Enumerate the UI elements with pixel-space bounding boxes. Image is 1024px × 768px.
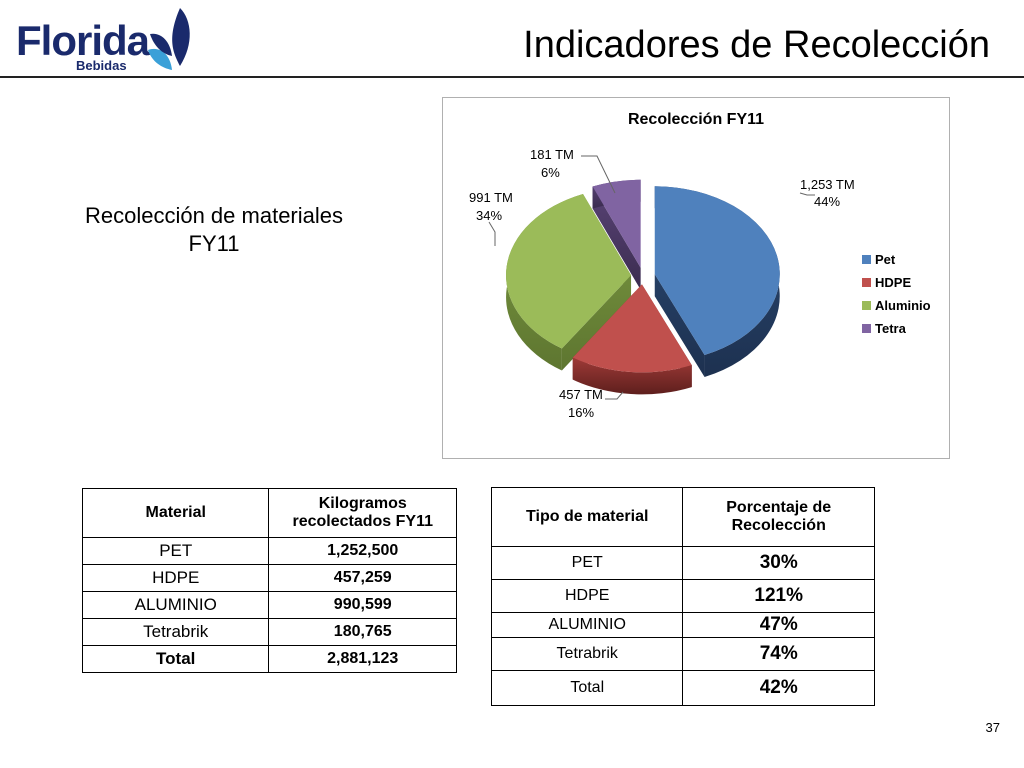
slice-value-label: 457 TM	[559, 387, 603, 402]
pie-slice-top	[572, 284, 692, 373]
material-type-cell: ALUMINIO	[490, 612, 684, 638]
title-divider	[0, 76, 1024, 78]
percentage-table: Tipo de material Porcentaje de Recolecci…	[490, 487, 875, 706]
legend-label: Pet	[875, 252, 896, 267]
chart-legend: Pet HDPE Aluminio Tetra	[862, 252, 931, 336]
slide-title: Indicadores de Recolección	[523, 24, 990, 66]
slice-label-pet: 1,253 TM 44%	[799, 177, 855, 209]
slice-value-label: 991 TM	[469, 190, 513, 205]
pie-chart-frame: Recolección FY11 1,253 TM 44% 457 TM 16%…	[442, 97, 950, 459]
table-header-row: Tipo de material Porcentaje de Recolecci…	[490, 487, 875, 547]
slice-percent-label: 44%	[814, 194, 840, 209]
pie-chart: Recolección FY11 1,253 TM 44% 457 TM 16%…	[469, 111, 931, 420]
legend-item-hdpe: HDPE	[862, 275, 911, 290]
table-row: Tetrabrik 180,765	[81, 618, 457, 646]
legend-item-tetra: Tetra	[862, 321, 907, 336]
material-cell: PET	[81, 537, 270, 565]
table-row: ALUMINIO 47%	[490, 612, 875, 638]
percentage-cell: 47%	[682, 612, 875, 638]
table-row: PET 1,252,500	[81, 537, 457, 565]
kilograms-cell: 2,881,123	[268, 645, 457, 673]
table-row: HDPE 457,259	[81, 564, 457, 592]
table-row: HDPE 121%	[490, 579, 875, 613]
material-cell: ALUMINIO	[81, 591, 270, 619]
column-header: Tipo de material	[490, 487, 684, 547]
slice-label-tetra: 181 TM 6%	[530, 147, 616, 194]
pie-slice-top	[654, 186, 780, 356]
slice-label-hdpe: 457 TM 16%	[559, 387, 624, 420]
pie-slice-top	[506, 193, 632, 349]
subtitle-line-2: FY11	[188, 231, 240, 256]
table-row: ALUMINIO 990,599	[81, 591, 457, 619]
slice-percent-label: 34%	[476, 208, 502, 223]
slice-value-label: 1,253 TM	[800, 177, 855, 192]
logo-subtext: Bebidas	[76, 58, 127, 73]
legend-item-aluminio: Aluminio	[862, 298, 931, 313]
pie-slice-tetra	[592, 179, 641, 290]
legend-label: Aluminio	[875, 298, 931, 313]
legend-label: HDPE	[875, 275, 911, 290]
slice-percent-label: 6%	[541, 165, 560, 180]
pie-slices	[506, 179, 780, 395]
slide-subtitle: Recolección de materiales FY11	[58, 202, 370, 258]
table-header-row: Material Kilogramos recolectados FY11	[81, 488, 457, 538]
kilograms-cell: 457,259	[268, 564, 457, 592]
percentage-cell: 121%	[682, 579, 875, 613]
legend-item-pet: Pet	[862, 252, 896, 267]
table-row: Tetrabrik 74%	[490, 637, 875, 671]
material-type-cell: Tetrabrik	[490, 637, 684, 671]
material-type-cell: HDPE	[490, 579, 684, 613]
leaf-logo-icon	[148, 8, 190, 70]
material-type-cell: Total	[490, 670, 684, 706]
page-number: 37	[985, 720, 1000, 735]
kilograms-cell: 180,765	[268, 618, 457, 646]
percentage-cell: 30%	[682, 546, 875, 580]
material-cell: HDPE	[81, 564, 270, 592]
pie-slice-hdpe	[572, 284, 692, 395]
kilograms-cell: 1,252,500	[268, 537, 457, 565]
florida-logo: Florida Bebidas	[14, 4, 194, 74]
slice-value-label: 181 TM	[530, 147, 574, 162]
pie-slice-aluminio	[506, 193, 632, 371]
logo-wordmark: Florida	[16, 17, 150, 64]
slice-label-aluminio: 991 TM 34%	[469, 190, 513, 246]
material-cell: Tetrabrik	[81, 618, 270, 646]
kilograms-cell: 990,599	[268, 591, 457, 619]
column-header: Porcentaje de Recolección	[682, 487, 875, 547]
kilograms-table: Material Kilogramos recolectados FY11 PE…	[81, 488, 457, 673]
table-row: PET 30%	[490, 546, 875, 580]
table-total-row: Total 2,881,123	[81, 645, 457, 673]
slice-percent-label: 16%	[568, 405, 594, 420]
column-header: Material	[81, 488, 270, 538]
material-type-cell: PET	[490, 546, 684, 580]
pie-slice-top	[592, 179, 641, 268]
pie-slice-pet	[654, 186, 780, 378]
subtitle-line-1: Recolección de materiales	[84, 203, 344, 228]
column-header: Kilogramos recolectados FY11	[268, 488, 457, 538]
chart-title: Recolección FY11	[628, 111, 764, 128]
material-cell: Total	[81, 645, 270, 673]
table-total-row: Total 42%	[490, 670, 875, 706]
percentage-cell: 42%	[682, 670, 875, 706]
percentage-cell: 74%	[682, 637, 875, 671]
legend-label: Tetra	[875, 321, 907, 336]
